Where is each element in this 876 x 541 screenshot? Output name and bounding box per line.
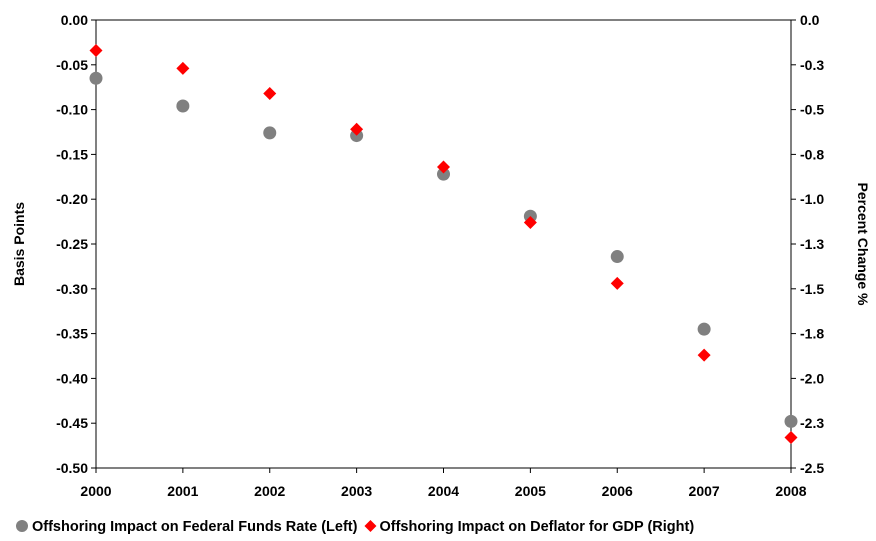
- right-tick-label: -2.5: [800, 460, 824, 476]
- left-tick-label: -0.10: [56, 102, 88, 118]
- right-tick-label: -2.3: [800, 415, 824, 431]
- left-tick-label: -0.45: [56, 415, 88, 431]
- left-axis-title: Basis Points: [11, 202, 27, 286]
- right-axis: 0.0 -0.3 -0.5 -0.8 -1.0 -1.3 -1.5 -1.8 -2.0 -2.3 -…: [791, 12, 824, 476]
- x-tick-label: 2004: [428, 483, 459, 499]
- left-tick-label: -0.35: [56, 326, 88, 342]
- x-tick-label: 2008: [775, 483, 806, 499]
- fed-funds-point: [263, 126, 277, 140]
- right-tick-label: -0.5: [800, 102, 824, 118]
- gdp-deflator-point: [697, 348, 711, 362]
- fed-funds-point: [437, 167, 450, 181]
- gdp-deflator-point: [263, 86, 277, 100]
- left-tick-label: -0.30: [56, 281, 88, 297]
- right-tick-label: -1.8: [800, 326, 824, 342]
- left-tick-label: -0.25: [56, 236, 88, 252]
- right-tick-label: -0.3: [800, 57, 824, 73]
- x-tick-label: 2006: [602, 483, 633, 499]
- x-axis: 2000 2001 2002 2003 2004 2005 2006 2007 2008: [80, 468, 807, 499]
- plot-area: [95, 19, 792, 469]
- left-tick-label: -0.40: [56, 370, 88, 386]
- gdp-deflator-point: [89, 43, 103, 57]
- data-points: [89, 43, 798, 445]
- x-tick-label: 2007: [689, 483, 720, 499]
- right-tick-label: 0.0: [800, 12, 820, 28]
- fed-funds-point: [697, 322, 711, 336]
- x-tick-label: 2005: [515, 483, 546, 499]
- legend-circle-icon: [16, 520, 28, 532]
- right-tick-label: -1.0: [800, 191, 824, 207]
- gdp-deflator-point: [176, 61, 190, 75]
- left-tick-label: -0.15: [56, 146, 88, 162]
- gdp-deflator-point: [523, 215, 537, 229]
- right-tick-label: -0.8: [800, 146, 824, 162]
- legend-diamond-icon: [364, 520, 377, 532]
- gdp-deflator-point: [784, 431, 798, 445]
- x-tick-label: 2001: [167, 483, 198, 499]
- gdp-deflator-point: [610, 276, 624, 290]
- fed-funds-point: [610, 250, 624, 264]
- fed-funds-point: [784, 414, 798, 428]
- right-axis-title: Percent Change %: [855, 183, 871, 306]
- x-tick-label: 2000: [80, 483, 111, 499]
- left-axis: 0.00 -0.05 -0.10 -0.15 -0.20 -0.25 -0.30 -0.35 -…: [56, 12, 96, 476]
- gdp-deflator-point: [437, 160, 450, 174]
- right-tick-label: -1.5: [800, 281, 824, 297]
- x-tick-label: 2002: [254, 483, 285, 499]
- legend-label-gdp-deflator: Offshoring Impact on Deflator for GDP (R…: [379, 519, 694, 535]
- right-tick-label: -2.0: [800, 370, 824, 386]
- left-tick-label: 0.00: [61, 12, 88, 28]
- left-tick-label: -0.20: [56, 191, 88, 207]
- legend: Offshoring Impact on Federal Funds Rate …: [16, 519, 694, 535]
- right-tick-label: -1.3: [800, 236, 824, 252]
- x-tick-label: 2003: [341, 483, 372, 499]
- gdp-deflator-point: [350, 122, 364, 136]
- left-tick-label: -0.50: [56, 460, 88, 476]
- legend-label-fed-funds: Offshoring Impact on Federal Funds Rate …: [32, 519, 358, 535]
- fed-funds-point: [176, 99, 190, 113]
- fed-funds-point: [89, 71, 103, 85]
- left-tick-label: -0.05: [56, 57, 88, 73]
